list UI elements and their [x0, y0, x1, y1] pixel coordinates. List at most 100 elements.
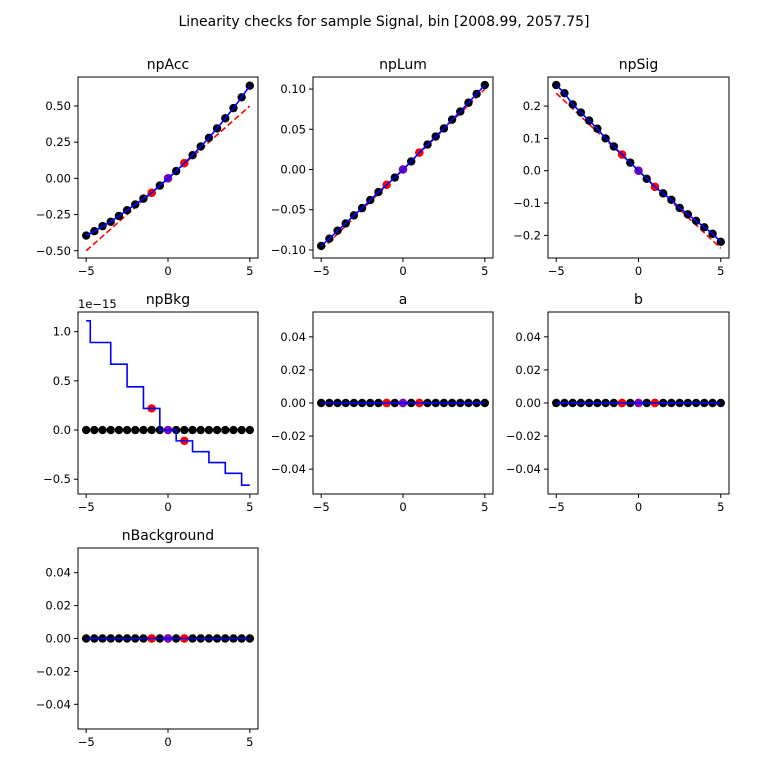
y-tick-label: −0.02 [36, 664, 71, 678]
x-tick-label: 0 [635, 264, 642, 278]
y-tick-label: 0.25 [45, 135, 71, 149]
y-tick-label: −0.1 [513, 196, 541, 210]
data-point [180, 425, 189, 435]
y-tick-label: −0.50 [36, 244, 71, 258]
x-tick-label: 0 [164, 264, 171, 278]
plot-area [78, 312, 258, 494]
plot-content [81, 81, 255, 252]
y-tick-label: −0.2 [513, 228, 541, 242]
y-tick-label: 0.00 [280, 163, 306, 177]
data-point [90, 425, 99, 435]
fit-line [555, 84, 722, 243]
axes-frame [312, 76, 494, 259]
subplot-npsig: −5 0 5 −0.2 −0.1 0.0 0.1 0.2 npSig [513, 57, 730, 278]
axes-frame [547, 311, 730, 495]
fit-line [85, 85, 251, 237]
x-tick-label: 5 [246, 500, 253, 514]
plot-content [552, 80, 725, 249]
subplot-npacc: −5 0 5 −0.50 −0.25 0.00 0.25 0.50 npAcc [36, 57, 259, 278]
x-tick-label: 0 [164, 500, 171, 514]
axes-frame [77, 76, 259, 259]
y-tick-label: −0.04 [36, 697, 71, 711]
subplot-a: −5 0 5 −0.04 −0.02 0.00 0.02 0.04 a [271, 292, 494, 514]
x-tick-label: 5 [717, 500, 724, 514]
data-point [196, 425, 205, 435]
data-point [81, 425, 91, 435]
y-tick-label: −0.10 [271, 243, 306, 257]
y-tick-label: 0.00 [515, 396, 541, 410]
y-tick-label: 0.1 [523, 131, 541, 145]
y-tick-label: −0.04 [506, 462, 541, 476]
subplot-title: a [399, 292, 408, 308]
y-tick-label: 1.0 [53, 325, 71, 339]
subplot-title: npAcc [147, 57, 190, 73]
x-tick-label: 5 [717, 264, 724, 278]
x-tick-label: −5 [78, 264, 95, 278]
y-tick-label: 0.00 [280, 396, 306, 410]
data-point [237, 425, 246, 435]
y-tick-label: −0.25 [36, 208, 71, 222]
y-tick-label: 0.04 [515, 330, 541, 344]
x-tick-label: −5 [78, 735, 95, 749]
data-point [147, 425, 156, 435]
plot-content [81, 634, 255, 643]
subplot-title: npBkg [146, 292, 190, 308]
y-tick-label: 0.2 [523, 99, 541, 113]
x-tick-label: 0 [399, 264, 406, 278]
plot-content [552, 398, 725, 408]
fit-line [320, 84, 486, 247]
subplot-title: b [634, 292, 643, 308]
y-tick-label: 0.00 [45, 632, 71, 646]
y-tick-label: 0.10 [280, 82, 306, 96]
plot-content [316, 80, 490, 251]
fit-line [86, 320, 250, 486]
y-tick-label: 0.5 [53, 374, 71, 388]
y-tick-label: −0.02 [271, 429, 306, 443]
data-point [106, 425, 115, 435]
x-tick-label: −5 [548, 500, 565, 514]
subplot-npbkg: −5 0 5 −0.5 0.0 0.5 1.0 npBkg 1e−15 [43, 292, 259, 514]
y-tick-label: 0.02 [280, 363, 306, 377]
y-tick-label: 0.04 [280, 330, 306, 344]
axes-frame [312, 311, 494, 495]
y-tick-label: −0.05 [271, 203, 306, 217]
x-tick-label: 5 [481, 500, 488, 514]
data-point [188, 425, 197, 435]
x-tick-label: −5 [313, 500, 330, 514]
subplot-title: npLum [379, 57, 427, 73]
y-tick-label: −0.5 [43, 472, 71, 486]
data-point [221, 425, 230, 435]
axes-frame [77, 311, 259, 495]
data-point [139, 425, 148, 435]
plot-content [316, 398, 490, 408]
data-point [229, 425, 238, 435]
x-tick-label: 0 [399, 500, 406, 514]
y-offset-label: 1e−15 [78, 297, 117, 311]
x-tick-label: 5 [246, 735, 253, 749]
y-tick-label: 0.0 [523, 164, 541, 178]
y-tick-label: −0.04 [271, 462, 306, 476]
subplot-title: npSig [619, 57, 658, 73]
y-tick-label: 0.05 [280, 122, 306, 136]
plot-content [81, 320, 255, 486]
x-tick-label: −5 [78, 500, 95, 514]
y-tick-label: 0.02 [515, 363, 541, 377]
y-tick-label: 0.0 [53, 423, 71, 437]
data-point [204, 425, 214, 435]
data-point [114, 425, 124, 435]
subplot-title: nBackground [122, 528, 214, 544]
x-tick-label: 0 [635, 500, 642, 514]
data-point [212, 425, 222, 435]
y-tick-label: 0.00 [45, 171, 71, 185]
data-point [122, 425, 132, 435]
x-tick-label: −5 [548, 264, 565, 278]
plot-area [78, 77, 258, 258]
data-point [245, 425, 255, 435]
x-tick-label: 5 [481, 264, 488, 278]
y-tick-label: −0.02 [506, 429, 541, 443]
y-tick-label: 0.04 [45, 566, 71, 580]
figure-title: Linearity checks for sample Signal, bin … [178, 14, 589, 30]
axes-frame [77, 547, 259, 730]
axes-frame [547, 76, 730, 259]
